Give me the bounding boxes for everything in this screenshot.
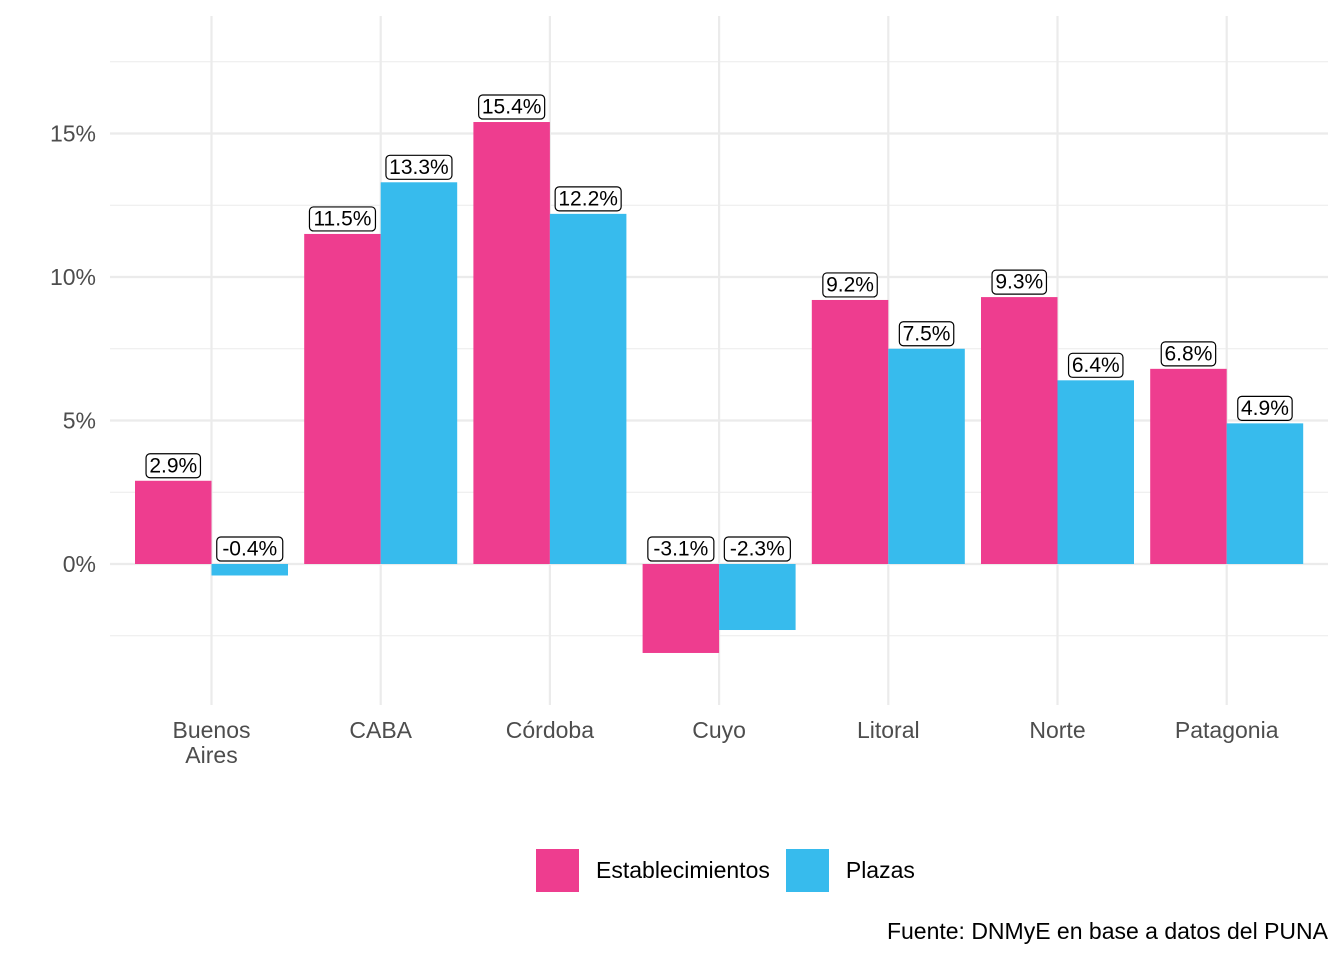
data-label-text: 13.3% <box>389 156 449 179</box>
data-labels: 2.9% 11.5% 15.4% -3.1% 9.2% 9.3% 6.8% -0.4% 13.3… <box>145 94 1293 562</box>
legend: Establecimientos Plazas <box>536 848 931 892</box>
data-label-box <box>822 272 878 298</box>
y-tick-label: 0% <box>63 551 96 577</box>
data-label: 6.4% <box>1067 352 1124 378</box>
bar-establecimientos <box>981 297 1058 564</box>
data-label-text: 12.2% <box>558 187 618 210</box>
data-label-text: -0.4% <box>222 538 277 561</box>
data-label-text: 9.3% <box>995 271 1043 294</box>
data-label-box <box>1237 395 1293 421</box>
data-label-text: -2.3% <box>730 538 785 561</box>
data-label: 6.8% <box>1160 341 1217 367</box>
data-label: 7.5% <box>898 321 955 347</box>
bar-plazas <box>549 213 627 565</box>
data-label-text: -3.1% <box>653 538 708 561</box>
data-label-box <box>308 206 377 232</box>
x-tick-label: CABA <box>349 717 412 743</box>
data-label: 13.3% <box>385 154 453 180</box>
data-label-text: 9.2% <box>826 273 874 296</box>
data-label-box <box>478 94 546 120</box>
data-label-text: 6.4% <box>1072 354 1120 377</box>
bar-establecimientos <box>304 233 381 564</box>
y-tick-label: 15% <box>50 121 96 147</box>
legend-label-plazas: Plazas <box>845 856 915 883</box>
legend-item-establecimientos: Establecimientos <box>536 848 770 892</box>
bar-establecimientos <box>811 299 889 564</box>
data-label-text: 4.9% <box>1241 397 1289 420</box>
data-label-box <box>385 154 453 180</box>
legend-label-establecimientos: Establecimientos <box>596 856 770 883</box>
bar-plazas <box>1226 423 1304 564</box>
data-label-box <box>145 453 202 479</box>
data-label-box <box>1067 352 1124 378</box>
data-label-text: 7.5% <box>903 322 951 345</box>
bar-plazas <box>719 564 796 631</box>
data-label-text: 15.4% <box>482 96 542 119</box>
data-label: -2.3% <box>723 536 791 562</box>
data-label-box <box>991 269 1048 295</box>
data-label: -3.1% <box>647 536 715 562</box>
bar-plazas <box>380 182 458 565</box>
data-label-box <box>723 536 791 562</box>
data-label-box <box>647 536 715 562</box>
x-axis: Buenos Aires CABA Córdoba Cuyo Litoral Norte Pa… <box>172 717 1278 768</box>
data-label: 2.9% <box>145 453 202 479</box>
legend-item-plazas: Plazas <box>785 848 915 892</box>
data-label-text: 2.9% <box>149 454 197 477</box>
data-label: 9.3% <box>991 269 1048 295</box>
bar-establecimientos <box>473 122 550 565</box>
x-tick-label: Patagonia <box>1175 717 1279 743</box>
legend-key-establecimientos <box>536 848 579 892</box>
x-tick-label: Córdoba <box>506 717 594 743</box>
bar-establecimientos <box>642 564 720 653</box>
y-tick-label: 10% <box>50 264 96 290</box>
data-label: -0.4% <box>216 536 284 562</box>
x-tick-label: Litoral <box>857 717 920 743</box>
data-label: 4.9% <box>1237 395 1293 421</box>
data-label-box <box>216 536 284 562</box>
data-label: 11.5% <box>308 206 377 232</box>
legend-key-plazas <box>785 848 829 892</box>
data-label-box <box>898 321 955 347</box>
x-tick-label: Cuyo <box>692 717 746 743</box>
bars <box>135 122 1304 653</box>
bar-plazas <box>1057 380 1134 564</box>
data-label: 15.4% <box>478 94 546 120</box>
data-label: 12.2% <box>554 186 622 212</box>
data-label-box <box>554 186 622 212</box>
data-label-text: 6.8% <box>1165 342 1213 365</box>
x-tick-label: Norte <box>1029 717 1085 743</box>
data-label-box <box>1160 341 1217 367</box>
data-label: 9.2% <box>822 272 878 298</box>
data-label-text: 11.5% <box>313 207 371 230</box>
bar-establecimientos <box>135 480 212 564</box>
caption: Fuente: DNMyE en base a datos del PUNA <box>886 918 1328 944</box>
x-tick-label: Buenos Aires <box>172 717 250 768</box>
y-tick-label: 5% <box>63 408 96 434</box>
bar-plazas <box>888 348 965 564</box>
bar-plazas <box>211 564 288 576</box>
y-axis: 0% 5% 10% 15% <box>50 121 96 578</box>
bar-establecimientos <box>1150 368 1227 564</box>
